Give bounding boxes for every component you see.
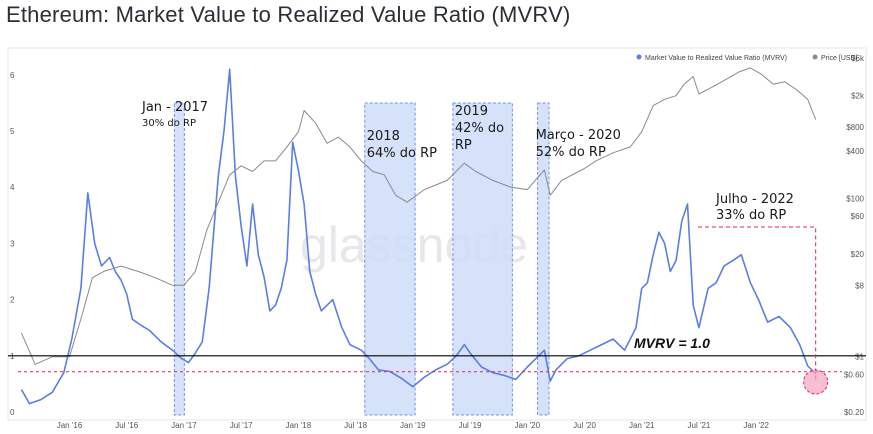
highlight-band [452,102,513,416]
callout-dashed-line [698,226,817,382]
legend-label-price: Price [USD] [821,55,858,62]
callout-title: Julho - 2022 [715,192,794,207]
x-tick-label: Jan '16 [57,421,83,430]
y-right-tick-label: $800 [846,123,864,132]
y-left-tick-label: 5 [10,127,15,136]
y-left-tick-label: 0 [10,408,15,417]
y-right-tick-label: $1 [855,353,864,362]
annotation-2018-pct: 64% do RP [367,146,437,161]
x-tick-label: Jul '21 [688,421,711,430]
y-right-tick-label: $0.60 [844,370,865,379]
x-tick-label: Jan '21 [629,421,655,430]
annotation-2019-title: 2019 [455,104,488,119]
y-right-tick-label: $60 [851,212,865,221]
y-right-tick-label: $100 [846,195,864,204]
legend: Market Value to Realized Value Ratio (MV… [636,54,858,62]
legend-label-mvrv: Market Value to Realized Value Ratio (MV… [645,55,787,62]
x-tick-label: Jan '17 [171,421,197,430]
x-tick-label: Jan '18 [286,421,312,430]
y-left-tick-label: 2 [10,296,15,305]
y-right-tick-label: $400 [846,147,864,156]
legend-swatch-mvrv [636,54,642,60]
mvrv-series-line [20,68,817,405]
x-tick-label: Jan '20 [515,421,541,430]
x-tick-label: Jul '17 [230,421,253,430]
annotation-jan2017-title: Jan - 2017 [141,100,208,115]
y-left-tick-label: 6 [10,71,15,80]
callout-subtitle: 33% do RP [716,208,786,223]
callout-circle [803,369,829,395]
x-tick-label: Jan '19 [400,421,426,430]
x-tick-label: Jan '22 [743,421,769,430]
x-tick-label: Jul '16 [115,421,138,430]
y-right-tick-label: $6k [851,54,865,63]
annotation-jan2017-pct: 30% do RP [142,118,196,129]
y-left-tick-label: 4 [10,183,15,192]
annotation-2019-rp: RP [455,138,472,153]
y-right-tick-label: $2k [851,92,865,101]
plot-frame [7,47,867,421]
annotation-2018-title: 2018 [367,129,400,144]
annotation-2019-pct: 42% do [455,121,504,136]
x-tick-label: Jul '20 [573,421,596,430]
y-right-tick-label: $8 [855,281,864,290]
x-tick-label: Jul '18 [344,421,367,430]
price-series-line [20,67,817,365]
y-right-tick-label: $20 [851,250,865,259]
y-left-tick-label: 3 [10,239,15,248]
highlight-band [537,102,550,416]
y-right-tick-label: $0.20 [844,408,865,417]
mvrv-one-label: MVRV = 1.0 [634,335,710,351]
annotation-marco2020-pct: 52% do RP [536,145,606,160]
annotation-marco2020-title: Março - 2020 [536,128,621,143]
highlight-band [173,102,185,416]
x-tick-label: Jul '19 [459,421,482,430]
legend-swatch-price [812,54,818,60]
chart-title: Ethereum: Market Value to Realized Value… [6,2,571,27]
